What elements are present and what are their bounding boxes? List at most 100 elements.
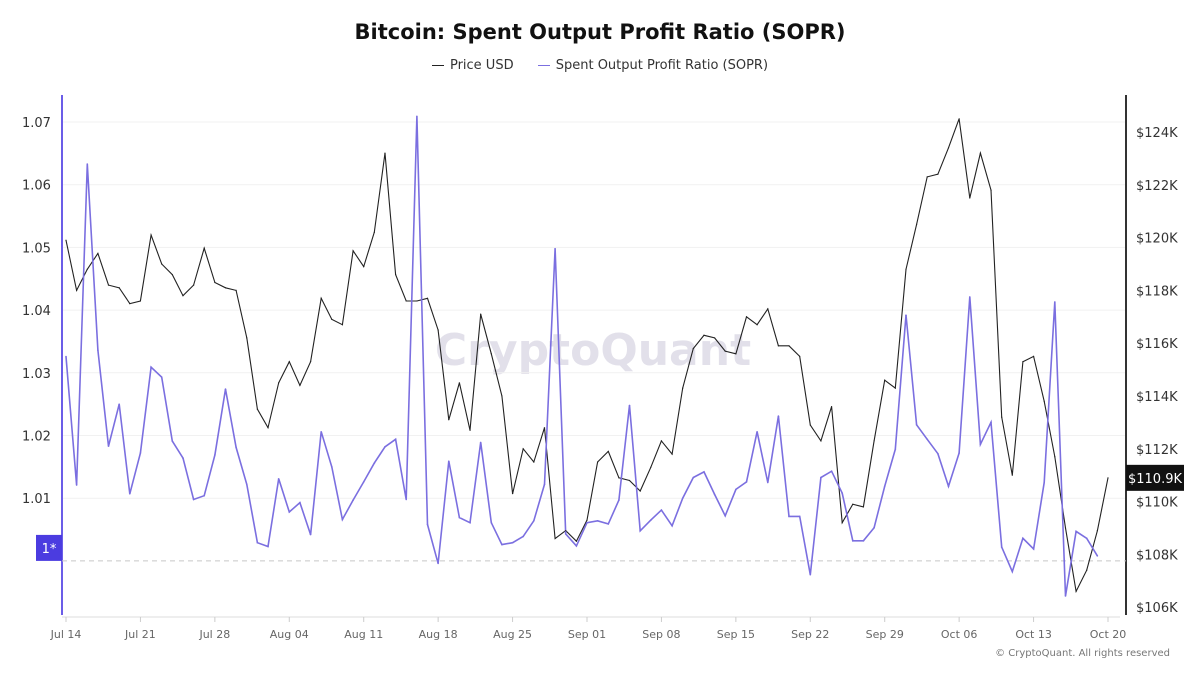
legend-item-sopr[interactable]: Spent Output Profit Ratio (SOPR) [537,58,768,73]
sopr-point [1064,595,1067,597]
sopr-point [979,443,982,446]
sopr-point [214,454,216,456]
x-tick-label: Sep 08 [642,628,680,641]
right-tick-label: $106K [1136,601,1178,616]
left-tick-label: 1.03 [22,367,51,382]
right-tick-label: $124K [1136,126,1178,141]
sopr-point [75,484,78,486]
price-point [735,353,737,355]
sopr-point [86,163,89,165]
sopr-point [671,524,673,527]
price-point [278,382,280,384]
sopr-point [990,421,992,424]
price-point [469,429,471,431]
sopr-point [692,476,695,479]
sopr-point [256,541,259,544]
price-point [1096,530,1098,532]
sopr-point [596,519,599,522]
price-point [745,316,748,318]
reference-label: 1* [42,542,57,557]
price-point [501,395,503,397]
price-point [767,308,769,310]
price-point [533,461,535,463]
left-tick-label: 1.04 [22,304,51,319]
sopr-point [171,440,174,442]
sopr-point [852,540,854,542]
sopr-point [1032,548,1035,550]
price-point [724,350,726,352]
price-point [129,303,131,305]
sopr-point [97,349,99,352]
right-tick-label: $122K [1136,179,1178,194]
x-tick-label: Sep 01 [568,628,606,641]
legend-item-price[interactable]: Price USD [431,58,514,73]
price-point [86,268,88,270]
sopr-point [883,485,886,488]
price-point [395,273,397,276]
sopr-point [128,493,131,495]
price-point [235,289,237,291]
right-tick-label: $110K [1136,496,1178,511]
price-point [607,450,609,453]
sopr-point [947,485,950,488]
sopr-point [331,466,333,468]
x-tick-label: Aug 11 [344,628,383,641]
sopr-point [905,314,907,316]
right-tick-label: $108K [1136,548,1178,563]
price-point [852,503,854,505]
sopr-point [756,430,758,433]
sopr-point [660,509,663,511]
x-tick-label: Oct 20 [1090,628,1127,641]
x-tick-label: Oct 13 [1015,628,1052,641]
sopr-point [160,376,163,378]
chart-title: Bitcoin: Spent Output Profit Ratio (SOPR… [354,20,846,44]
sopr-point [639,530,641,532]
price-point [639,490,641,492]
price-point [671,453,673,455]
price-point [256,408,258,410]
price-point [107,284,110,286]
sopr-point [618,499,620,501]
sopr-point [437,562,439,565]
price-point [1107,477,1109,479]
sopr-point [267,545,269,548]
left-tick-label: 1.06 [22,179,51,194]
left-tick-label: 1.05 [22,241,51,256]
legend-label-price: Price USD [449,58,514,73]
price-point [916,223,918,225]
sopr-point [937,452,939,455]
sopr-point [203,494,206,497]
right-tick-label: $112K [1136,443,1178,458]
sopr-line [65,116,1099,597]
price-point [799,355,801,357]
price-point [841,522,843,524]
price-point [437,329,439,331]
price-point [490,353,492,355]
price-point [1022,361,1024,363]
price-point [575,540,577,542]
sopr-point [862,540,865,542]
price-point [458,382,461,384]
price-point [713,337,716,339]
price-point [299,384,301,387]
reference-badge [36,534,62,561]
price-point [480,313,482,315]
price-point [650,466,652,468]
sopr-point [968,296,971,298]
sopr-point [139,452,142,454]
sopr-point [384,445,386,448]
sopr-point [915,424,918,426]
price-point [203,247,205,249]
sopr-point [809,573,812,576]
x-tick-label: Sep 15 [717,628,755,641]
sopr-point [1075,530,1077,533]
price-point [1075,590,1077,592]
sopr-point [628,404,631,407]
price-point [990,189,992,191]
price-point [246,337,248,339]
price-point [937,173,939,175]
sopr-point [245,483,248,486]
copyright: © CryptoQuant. All rights reserved [995,648,1170,659]
left-tick-label: 1.07 [22,116,51,131]
sopr-point [469,521,471,524]
